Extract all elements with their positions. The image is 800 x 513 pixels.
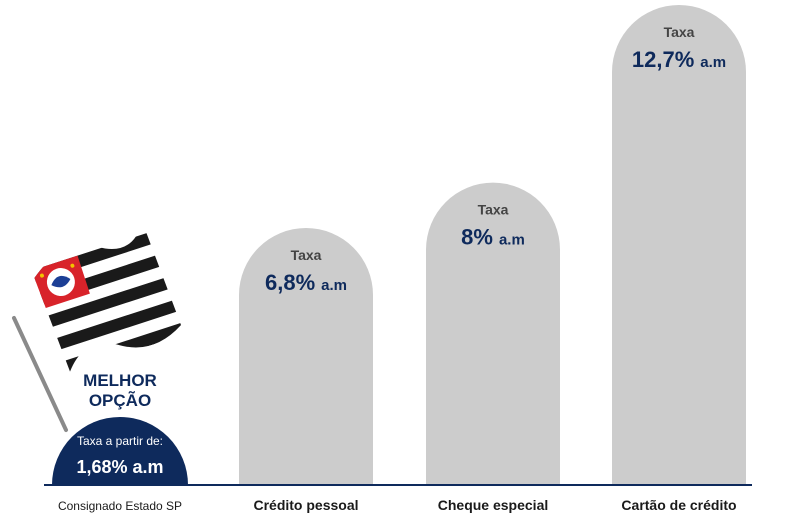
bar-1 — [239, 228, 373, 485]
bar-value-unit-3: a.m — [700, 54, 726, 71]
best-rate-prefix: Taxa a partir de: — [77, 434, 163, 448]
best-rate-value: 1,68% a.m — [76, 457, 163, 477]
category-label-1: Crédito pessoal — [253, 497, 358, 513]
bar-value-unit-2: a.m — [499, 232, 525, 249]
bar-label-prefix-1: Taxa — [291, 247, 322, 263]
bar-value-label-2: 8% a.m — [461, 225, 525, 250]
category-label-2: Cheque especial — [438, 497, 549, 513]
category-label-3: Cartão de crédito — [621, 497, 736, 513]
bar-0 — [52, 417, 188, 485]
bar-2 — [425, 182, 560, 485]
bar-label-prefix-2: Taxa — [478, 202, 509, 218]
bar-value-label-1: 6,8% a.m — [265, 270, 347, 295]
bar-label-prefix-3: Taxa — [664, 24, 695, 40]
badge-line2: OPÇÃO — [89, 390, 151, 410]
bar-3 — [612, 5, 746, 485]
bar-value-label-3: 12,7% a.m — [632, 47, 726, 72]
badge-line1: MELHOR — [83, 371, 157, 390]
category-label-0: Consignado Estado SP — [58, 499, 182, 513]
bar-value-unit-1: a.m — [321, 277, 347, 294]
bar-value-number-3: 12,7% — [632, 47, 694, 72]
bar-value-number-2: 8% — [461, 225, 493, 250]
bar-value-number-1: 6,8% — [265, 270, 315, 295]
bars-group — [52, 5, 746, 485]
